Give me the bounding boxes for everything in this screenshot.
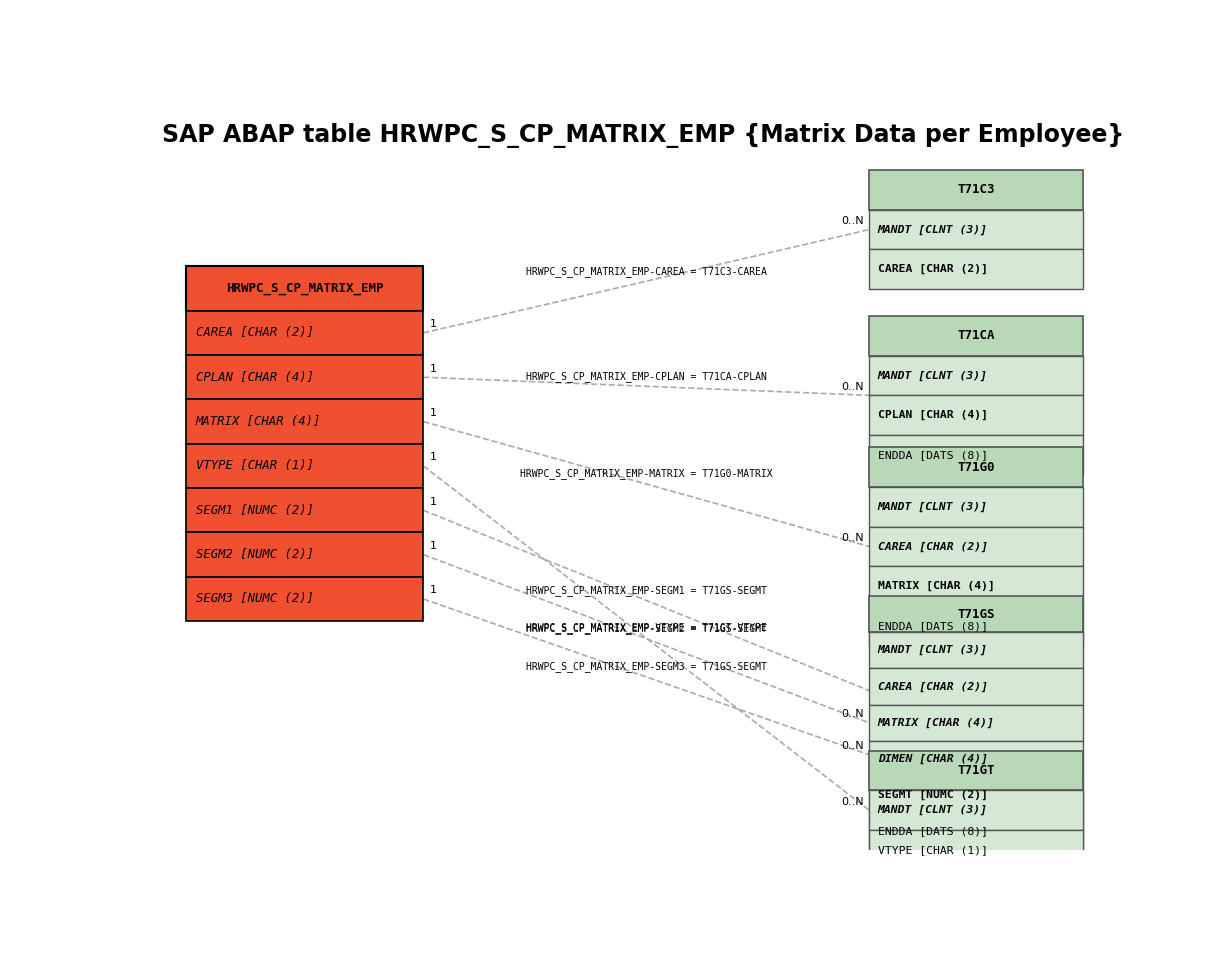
Text: MANDT [CLNT (3)]: MANDT [CLNT (3)] xyxy=(878,646,988,655)
FancyBboxPatch shape xyxy=(869,668,1083,705)
FancyBboxPatch shape xyxy=(869,566,1083,606)
Text: T71GT: T71GT xyxy=(957,764,995,777)
FancyBboxPatch shape xyxy=(186,399,424,444)
FancyBboxPatch shape xyxy=(869,210,1083,249)
Text: 1: 1 xyxy=(430,497,437,507)
Text: 0..N: 0..N xyxy=(841,796,863,807)
FancyBboxPatch shape xyxy=(869,395,1083,435)
Text: MANDT [CLNT (3)]: MANDT [CLNT (3)] xyxy=(878,224,988,235)
Text: HRWPC_S_CP_MATRIX_EMP: HRWPC_S_CP_MATRIX_EMP xyxy=(226,282,383,295)
Text: 1: 1 xyxy=(430,408,437,418)
FancyBboxPatch shape xyxy=(869,777,1083,814)
Text: 0..N: 0..N xyxy=(841,533,863,543)
FancyBboxPatch shape xyxy=(869,355,1083,395)
FancyBboxPatch shape xyxy=(869,814,1083,849)
FancyBboxPatch shape xyxy=(186,310,424,355)
FancyBboxPatch shape xyxy=(186,266,424,310)
FancyBboxPatch shape xyxy=(186,488,424,533)
FancyBboxPatch shape xyxy=(869,526,1083,566)
Text: MANDT [CLNT (3)]: MANDT [CLNT (3)] xyxy=(878,501,988,512)
FancyBboxPatch shape xyxy=(869,447,1083,487)
FancyBboxPatch shape xyxy=(869,830,1083,870)
Text: CAREA [CHAR (2)]: CAREA [CHAR (2)] xyxy=(878,541,988,552)
Text: HRWPC_S_CP_MATRIX_EMP-VTYPE = T71GT-VTYPE: HRWPC_S_CP_MATRIX_EMP-VTYPE = T71GT-VTYP… xyxy=(526,623,766,633)
Text: HRWPC_S_CP_MATRIX_EMP-MATRIX = T71G0-MATRIX: HRWPC_S_CP_MATRIX_EMP-MATRIX = T71G0-MAT… xyxy=(520,469,772,479)
Text: 0..N: 0..N xyxy=(841,382,863,392)
Text: HRWPC_S_CP_MATRIX_EMP-CAREA = T71C3-CAREA: HRWPC_S_CP_MATRIX_EMP-CAREA = T71C3-CARE… xyxy=(526,265,766,277)
Text: HRWPC_S_CP_MATRIX_EMP-CPLAN = T71CA-CPLAN: HRWPC_S_CP_MATRIX_EMP-CPLAN = T71CA-CPLA… xyxy=(526,371,766,382)
Text: T71GS: T71GS xyxy=(957,607,995,621)
Text: CPLAN [CHAR (4)]: CPLAN [CHAR (4)] xyxy=(196,371,313,384)
FancyBboxPatch shape xyxy=(869,606,1083,646)
Text: SEGM2 [NUMC (2)]: SEGM2 [NUMC (2)] xyxy=(196,548,313,562)
Text: SEGM3 [NUMC (2)]: SEGM3 [NUMC (2)] xyxy=(196,592,313,605)
FancyBboxPatch shape xyxy=(186,444,424,488)
FancyBboxPatch shape xyxy=(869,741,1083,777)
Text: VTYPE [CHAR (1)]: VTYPE [CHAR (1)] xyxy=(878,845,988,855)
FancyBboxPatch shape xyxy=(869,751,1083,791)
Text: ENDDA [DATS (8)]: ENDDA [DATS (8)] xyxy=(878,826,988,837)
Text: 0..N: 0..N xyxy=(841,710,863,719)
FancyBboxPatch shape xyxy=(869,435,1083,475)
Text: ENDDA [DATS (8)]: ENDDA [DATS (8)] xyxy=(878,450,988,460)
Text: HRWPC_S_CP_MATRIX_EMP-SEGM1 = T71GS-SEGMT: HRWPC_S_CP_MATRIX_EMP-SEGM1 = T71GS-SEGM… xyxy=(526,584,766,596)
FancyBboxPatch shape xyxy=(186,577,424,621)
FancyBboxPatch shape xyxy=(869,316,1083,355)
Text: 1: 1 xyxy=(430,541,437,551)
Text: SAP ABAP table HRWPC_S_CP_MATRIX_EMP {Matrix Data per Employee}: SAP ABAP table HRWPC_S_CP_MATRIX_EMP {Ma… xyxy=(163,123,1125,148)
FancyBboxPatch shape xyxy=(869,596,1083,632)
FancyBboxPatch shape xyxy=(869,791,1083,830)
Text: MANDT [CLNT (3)]: MANDT [CLNT (3)] xyxy=(878,371,988,381)
Text: MATRIX [CHAR (4)]: MATRIX [CHAR (4)] xyxy=(196,415,321,428)
FancyBboxPatch shape xyxy=(186,355,424,399)
Text: MATRIX [CHAR (4)]: MATRIX [CHAR (4)] xyxy=(878,717,995,728)
Text: 0..N: 0..N xyxy=(841,216,863,226)
FancyBboxPatch shape xyxy=(869,487,1083,526)
Text: CAREA [CHAR (2)]: CAREA [CHAR (2)] xyxy=(878,265,988,274)
Text: 1: 1 xyxy=(430,319,437,329)
Text: 0..N: 0..N xyxy=(841,741,863,752)
Text: CAREA [CHAR (2)]: CAREA [CHAR (2)] xyxy=(878,682,988,691)
Text: T71CA: T71CA xyxy=(957,329,995,342)
Text: MATRIX [CHAR (4)]: MATRIX [CHAR (4)] xyxy=(878,581,995,591)
Text: SEGMT [NUMC (2)]: SEGMT [NUMC (2)] xyxy=(878,790,988,800)
Text: CPLAN [CHAR (4)]: CPLAN [CHAR (4)] xyxy=(878,410,988,420)
Text: ENDDA [DATS (8)]: ENDDA [DATS (8)] xyxy=(878,621,988,631)
Text: MANDT [CLNT (3)]: MANDT [CLNT (3)] xyxy=(878,805,988,816)
FancyBboxPatch shape xyxy=(869,632,1083,668)
FancyBboxPatch shape xyxy=(869,705,1083,741)
FancyBboxPatch shape xyxy=(869,249,1083,289)
Text: CAREA [CHAR (2)]: CAREA [CHAR (2)] xyxy=(196,327,313,339)
Text: 1: 1 xyxy=(430,585,437,596)
Text: SEGM1 [NUMC (2)]: SEGM1 [NUMC (2)] xyxy=(196,504,313,517)
FancyBboxPatch shape xyxy=(869,170,1083,210)
Text: DIMEN [CHAR (4)]: DIMEN [CHAR (4)] xyxy=(878,753,988,764)
Text: HRWPC_S_CP_MATRIX_EMP-SEGM3 = T71GS-SEGMT: HRWPC_S_CP_MATRIX_EMP-SEGM3 = T71GS-SEGM… xyxy=(526,661,766,672)
Text: HRWPC_S_CP_MATRIX_EMP-SEGM2 = T71GS-SEGMT: HRWPC_S_CP_MATRIX_EMP-SEGM2 = T71GS-SEGM… xyxy=(526,623,766,634)
FancyBboxPatch shape xyxy=(186,533,424,577)
Text: VTYPE [CHAR (1)]: VTYPE [CHAR (1)] xyxy=(196,459,313,473)
Text: T71G0: T71G0 xyxy=(957,460,995,474)
Text: T71C3: T71C3 xyxy=(957,183,995,197)
Text: 1: 1 xyxy=(430,453,437,462)
Text: 1: 1 xyxy=(430,364,437,373)
